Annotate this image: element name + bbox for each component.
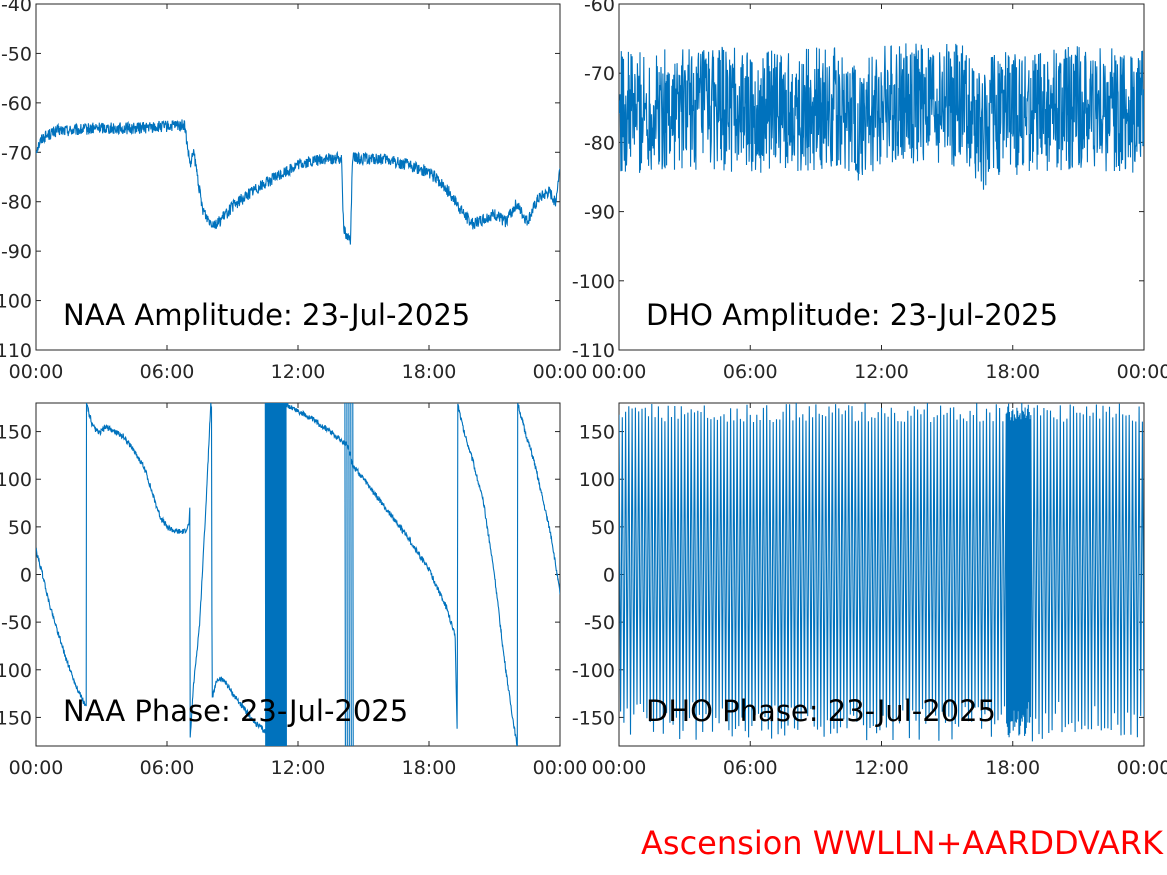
y-tick-label: -100: [572, 660, 615, 682]
series-line: [619, 403, 1144, 742]
naa-phase-panel: 00:00 06:00 12:00 18:00 00:00 150 100 50 0 -50 -10…: [0, 402, 588, 779]
x-tick-label: 18:00: [985, 361, 1040, 383]
y-tick-label: -110: [0, 340, 32, 362]
x-tick-label: 00:00: [592, 757, 647, 779]
y-tick-label: -80: [584, 132, 615, 154]
x-tick-label: 00:00: [1117, 361, 1167, 383]
series-line: [36, 119, 560, 245]
y-tick-label: -60: [1, 93, 32, 115]
dho-amplitude-panel: 00:00 06:00 12:00 18:00 00:00 -60 -70 -80 -90 -10…: [572, 0, 1167, 383]
y-tick-label: 0: [20, 565, 32, 587]
x-tick-label: 00:00: [533, 757, 588, 779]
y-tick-label: 150: [0, 422, 32, 444]
panel-title: NAA Phase: 23-Jul-2025: [63, 694, 408, 728]
y-tick-label: 150: [579, 422, 615, 444]
x-tick-label: 00:00: [592, 361, 647, 383]
x-tick-label: 18:00: [402, 757, 457, 779]
x-tick-label: 06:00: [723, 757, 778, 779]
panel-title: DHO Phase: 23-Jul-2025: [646, 694, 996, 728]
y-tick-label: 50: [591, 517, 615, 539]
y-tick-label: 50: [8, 517, 32, 539]
panel-title: NAA Amplitude: 23-Jul-2025: [63, 298, 470, 332]
x-tick-label: 00:00: [9, 757, 64, 779]
y-tick-label: -90: [1, 241, 32, 263]
station-label: Ascension WWLLN+AARDDVARK: [641, 824, 1163, 862]
x-tick-label: 06:00: [140, 361, 195, 383]
naa-amplitude-panel: 00:00 06:00 12:00 18:00 00:00 -40 -50 -60 -70 -80…: [0, 0, 587, 383]
x-tick-label: 18:00: [985, 757, 1040, 779]
y-tick-label: 100: [0, 469, 32, 491]
x-tick-label: 06:00: [723, 361, 778, 383]
x-tick-label: 12:00: [854, 361, 909, 383]
y-tick-label: -50: [584, 612, 615, 634]
x-tick-label: 00:00: [9, 361, 64, 383]
x-tick-label: 00:00: [1117, 757, 1167, 779]
x-tick-label: 12:00: [271, 361, 326, 383]
y-tick-label: -150: [572, 707, 615, 729]
y-tick-label: -40: [1, 0, 32, 16]
y-tick-label: 100: [579, 469, 615, 491]
y-tick-label: -100: [572, 271, 615, 293]
x-tick-label: 12:00: [271, 757, 326, 779]
dho-phase-panel: 00:00 06:00 12:00 18:00 00:00 150 100 50 0 -50 -10…: [572, 402, 1167, 779]
y-tick-label: -100: [0, 291, 32, 313]
x-tick-label: 00:00: [533, 361, 588, 383]
y-tick-label: -90: [584, 202, 615, 224]
y-tick-label: -80: [1, 192, 32, 214]
y-tick-label: -50: [1, 43, 32, 65]
y-tick-label: 0: [603, 565, 615, 587]
y-tick-label: -100: [0, 660, 32, 682]
y-tick-label: -60: [584, 0, 615, 16]
series-line: [619, 43, 1144, 190]
series-line: [36, 403, 560, 746]
x-tick-label: 06:00: [140, 757, 195, 779]
y-tick-label: -70: [1, 142, 32, 164]
panel-title: DHO Amplitude: 23-Jul-2025: [646, 298, 1058, 332]
x-tick-label: 18:00: [402, 361, 457, 383]
y-tick-label: -150: [0, 707, 32, 729]
x-tick-label: 12:00: [854, 757, 909, 779]
y-tick-label: -110: [572, 340, 615, 362]
y-tick-label: -50: [1, 612, 32, 634]
y-tick-label: -70: [584, 63, 615, 85]
